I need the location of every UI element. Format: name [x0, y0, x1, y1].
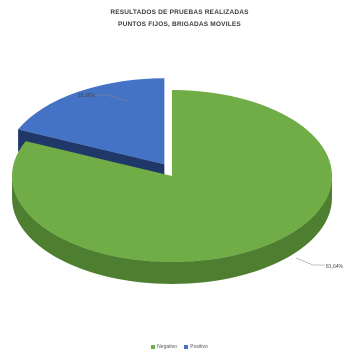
legend-label-negativo: Negativo: [157, 344, 177, 350]
pie-side-negativo-0: [12, 176, 332, 284]
legend-item-negativo: Negativo: [151, 344, 177, 350]
chart-title-line-2: PUNTOS FIJOS, BRIGADAS MOVILES: [118, 21, 241, 28]
chart-legend: Negativo Positivo: [0, 344, 359, 350]
legend-swatch-negativo: [151, 344, 156, 349]
data-label-positivo: 18,36%: [78, 93, 96, 99]
leader-line-negativo: [295, 257, 325, 266]
legend-swatch-positivo: [184, 344, 189, 349]
data-label-negativo: 81,64%: [326, 264, 344, 270]
leader-line-positivo: [88, 94, 129, 102]
legend-item-positivo: Positivo: [184, 344, 208, 350]
chart-title-line-1: RESULTADOS DE PRUEBAS REALIZADAS: [110, 9, 249, 16]
pie-slice-positivo: [18, 78, 165, 165]
legend-label-positivo: Positivo: [190, 344, 208, 350]
pie-slice-negativo: [12, 90, 333, 262]
